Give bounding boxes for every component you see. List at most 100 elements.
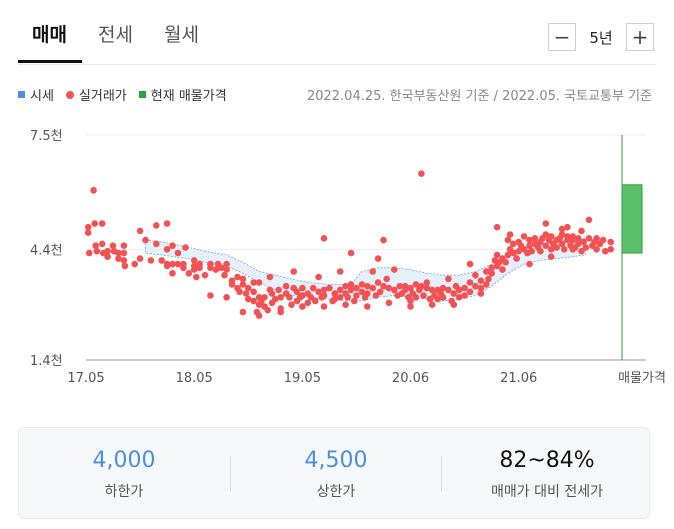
transaction-point	[526, 242, 533, 249]
summary-lower: 4,000 하한가	[19, 428, 229, 520]
transaction-point	[293, 288, 301, 296]
transaction-point	[499, 266, 506, 273]
transaction-point	[342, 301, 349, 308]
transaction-point	[307, 294, 315, 301]
transaction-point	[185, 270, 193, 277]
period-stepper: − 5년 +	[548, 22, 654, 52]
transaction-point	[115, 249, 122, 257]
transaction-point	[560, 246, 568, 253]
tab-monthly-rent[interactable]: 월세	[164, 24, 199, 46]
legend-market-price: 시세	[18, 85, 54, 104]
transaction-point	[347, 281, 355, 288]
transaction-point	[255, 312, 263, 319]
transaction-point	[391, 286, 398, 294]
transaction-point	[351, 297, 358, 305]
transaction-point	[196, 264, 203, 272]
transaction-point	[593, 235, 600, 242]
transaction-point	[120, 242, 128, 249]
transaction-point	[142, 236, 149, 244]
dot-marker-icon	[65, 90, 74, 99]
transaction-point	[380, 236, 387, 244]
transaction-point	[580, 238, 587, 246]
transaction-point	[255, 279, 263, 286]
square-marker-icon	[138, 91, 146, 98]
summary-upper: 4,500 상한가	[231, 428, 441, 520]
period-increase-button[interactable]: +	[626, 23, 654, 51]
transaction-point	[455, 286, 463, 294]
transaction-point	[412, 294, 420, 301]
transaction-point	[163, 246, 171, 253]
square-marker-icon	[18, 91, 25, 98]
transaction-point	[239, 281, 247, 288]
transaction-point	[299, 292, 306, 299]
transaction-point	[309, 284, 317, 292]
transaction-point	[98, 220, 106, 227]
transaction-point	[439, 294, 447, 301]
transaction-point	[547, 246, 555, 253]
legend-label: 시세	[30, 89, 54, 104]
transaction-point	[320, 303, 328, 310]
transaction-point	[574, 235, 582, 242]
transaction-point	[121, 262, 129, 270]
x-tick-label: 18.05	[176, 371, 213, 386]
ratio-value: 82~84%	[499, 448, 595, 473]
transaction-point	[504, 236, 512, 244]
period-decrease-button[interactable]: −	[548, 23, 576, 51]
transaction-point	[477, 284, 485, 292]
transaction-point	[564, 233, 571, 240]
tab-jeonse[interactable]: 전세	[98, 24, 133, 46]
price-summary: 4,000 하한가 4,500 상한가 82~84% 매매가 대비 전세가	[18, 427, 650, 519]
transaction-point	[506, 231, 514, 238]
transaction-point	[268, 290, 276, 297]
transaction-point	[261, 294, 268, 301]
transaction-point	[131, 260, 138, 268]
transaction-point	[158, 257, 165, 264]
price-chart: 7.5천 4.4천 1.4천 17.05 18.05 19.05 20.06 21.06 매물가…	[30, 129, 666, 386]
transaction-point	[412, 281, 420, 288]
transaction-point	[336, 294, 344, 301]
transaction-point	[223, 260, 230, 268]
transaction-point	[347, 249, 355, 257]
transaction-point	[472, 271, 479, 279]
chart-legend: 시세 실거래가 현재 매물가격	[18, 85, 239, 104]
transaction-point	[407, 297, 414, 305]
transaction-point	[364, 303, 371, 310]
transaction-point	[472, 282, 479, 290]
transaction-point	[245, 295, 252, 303]
transaction-point	[380, 282, 387, 290]
transaction-point	[582, 244, 590, 251]
tab-sale[interactable]: 매매	[32, 24, 67, 46]
transaction-point	[383, 275, 391, 283]
transaction-point	[418, 282, 425, 290]
y-tick-label: 1.4천	[30, 354, 63, 369]
lower-price-value: 4,000	[92, 448, 156, 473]
transaction-point	[477, 277, 485, 284]
transaction-point	[515, 247, 522, 255]
transaction-point	[153, 222, 160, 229]
transaction-point	[445, 286, 452, 294]
transaction-point	[91, 220, 98, 227]
transaction-point	[104, 253, 111, 260]
x-tick-label: 17.05	[67, 371, 104, 386]
transaction-point	[358, 281, 366, 288]
transaction-point	[290, 268, 298, 275]
transaction-point	[450, 301, 458, 308]
transaction-point	[450, 290, 458, 297]
x-tick-label: 20.06	[392, 371, 429, 386]
transaction-point	[466, 279, 474, 286]
transaction-point	[344, 294, 352, 301]
transaction-point	[385, 299, 393, 307]
transaction-point	[531, 235, 539, 242]
transaction-point	[336, 286, 344, 294]
transaction-point	[304, 299, 312, 307]
transaction-point	[201, 271, 209, 279]
legend-label: 현재 매물가격	[150, 89, 227, 104]
transaction-point	[547, 233, 555, 240]
active-tab-underline	[18, 60, 82, 63]
transaction-point	[163, 220, 171, 227]
transaction-point	[169, 260, 176, 268]
transaction-point	[485, 275, 492, 283]
transaction-point	[396, 282, 404, 290]
transaction-point	[564, 223, 571, 231]
transaction-point	[493, 251, 501, 259]
